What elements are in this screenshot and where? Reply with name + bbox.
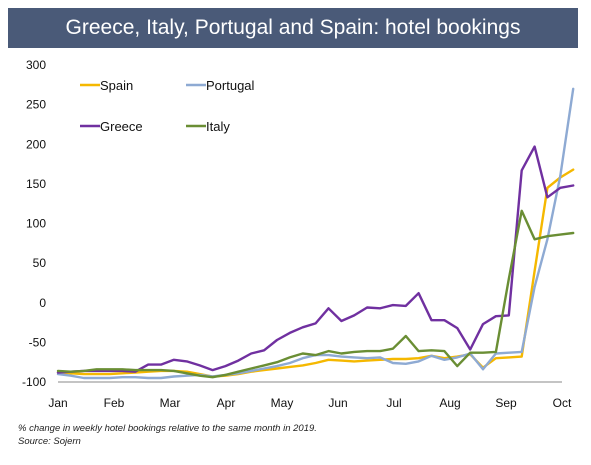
x-tick-label: Jun [328, 396, 347, 410]
title-bar: Greece, Italy, Portugal and Spain: hotel… [8, 8, 578, 48]
x-tick-label: Aug [439, 396, 460, 410]
y-tick-label: 250 [26, 98, 46, 112]
y-tick-label: -50 [29, 335, 47, 349]
chart-axes: -100 -50 0 50 100 150 200 250 300 Jan Feb Mar Apr May… [22, 58, 572, 410]
line-chart: -100 -50 0 50 100 150 200 250 300 Jan Feb Mar Apr May… [22, 58, 575, 410]
x-tick-label: Jul [386, 396, 401, 410]
legend-label-italy: Italy [206, 119, 230, 134]
chart-title: Greece, Italy, Portugal and Spain: hotel… [65, 16, 521, 39]
x-tick-label: Feb [104, 396, 125, 410]
y-tick-label: 0 [39, 296, 46, 310]
x-tick-label: May [271, 396, 294, 410]
y-tick-label: 100 [26, 217, 46, 231]
y-tick-label: -100 [22, 375, 46, 389]
x-tick-label: Mar [160, 396, 181, 410]
x-tick-label: Oct [553, 396, 572, 410]
x-tick-label: Apr [217, 396, 236, 410]
legend-label-portugal: Portugal [206, 78, 255, 93]
legend-label-spain: Spain [100, 78, 133, 93]
series-line-greece [56, 145, 575, 374]
x-tick-label: Jan [48, 396, 67, 410]
chart-legend: Spain Portugal Greece Italy [80, 78, 255, 134]
y-tick-label: 200 [26, 137, 46, 151]
series-line-italy [56, 209, 575, 379]
legend-label-greece: Greece [100, 119, 143, 134]
chart-source: Source: Sojern [18, 436, 81, 447]
series-lines [56, 87, 575, 380]
y-tick-label: 150 [26, 177, 46, 191]
chart-note: % change in weekly hotel bookings relati… [18, 423, 317, 434]
y-tick-label: 50 [33, 256, 47, 270]
y-tick-label: 300 [26, 58, 46, 72]
x-tick-label: Sep [495, 396, 517, 410]
